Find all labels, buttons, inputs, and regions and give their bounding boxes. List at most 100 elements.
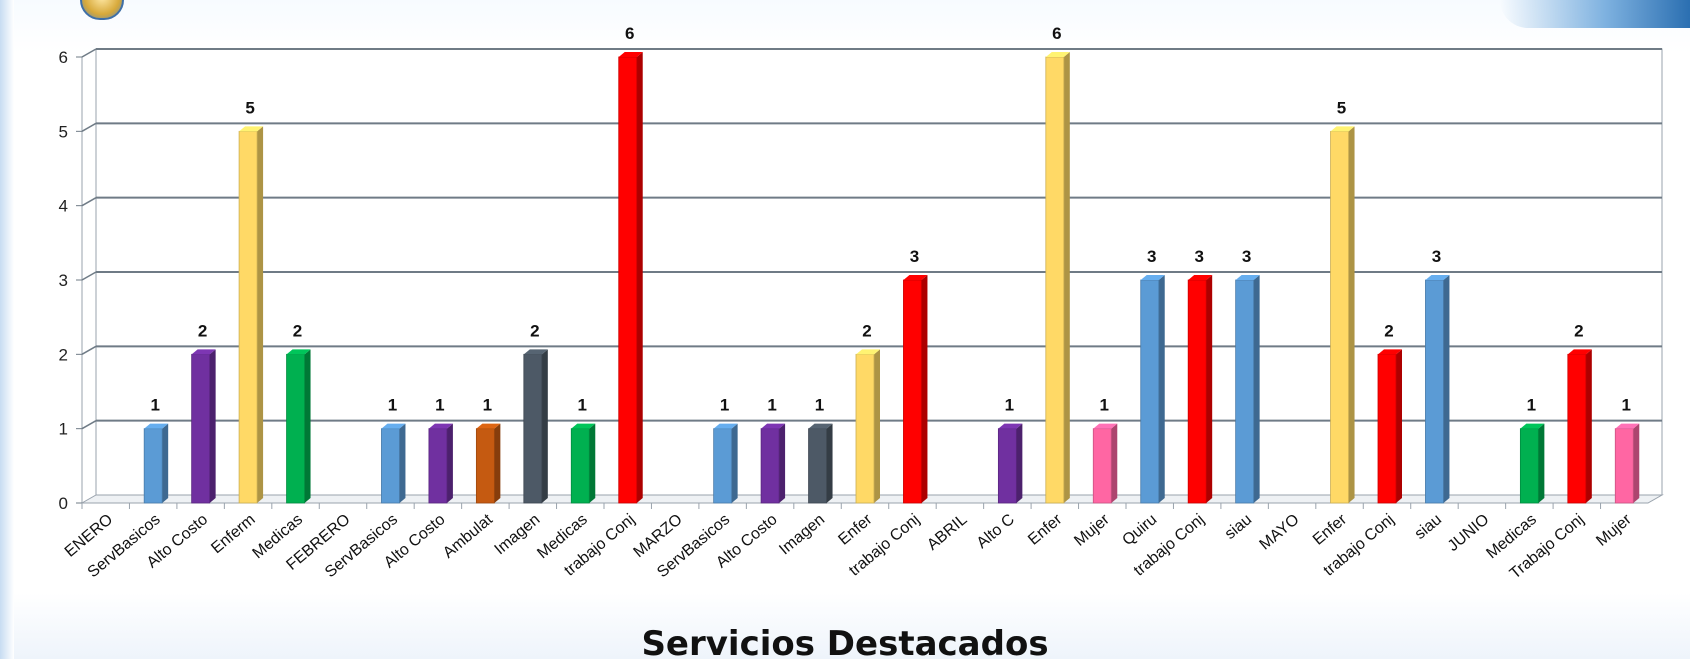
bar	[475, 428, 495, 504]
data-label: 5	[1337, 98, 1346, 117]
bar	[808, 428, 827, 504]
bar-side	[731, 423, 738, 503]
bar	[1614, 428, 1634, 504]
bar-side	[257, 126, 264, 503]
data-label: 1	[578, 396, 587, 415]
bar-top	[191, 349, 216, 355]
data-label: 1	[1527, 396, 1536, 415]
bar-top	[1425, 275, 1450, 280]
y-tick-label: 0	[59, 494, 68, 513]
data-label: 1	[1005, 396, 1014, 415]
bar-side	[1585, 349, 1592, 503]
bar-top	[1188, 275, 1213, 280]
x-tick-label: Mujer	[1593, 511, 1635, 550]
bar-side	[541, 349, 548, 503]
x-tick-label: Enfer	[1025, 511, 1066, 549]
bar-side	[399, 423, 406, 503]
bar-top	[713, 423, 738, 429]
bar-top	[761, 423, 786, 429]
bar-side	[1396, 349, 1402, 503]
x-tick-label: ABRIL	[924, 511, 970, 554]
data-label: 2	[293, 321, 302, 340]
bar	[570, 428, 590, 504]
bar-side	[874, 349, 880, 503]
data-label: 1	[150, 396, 159, 415]
x-tick-label: Mujer	[1071, 511, 1113, 550]
bar-top	[571, 423, 596, 429]
bar-side	[1016, 423, 1023, 503]
bar-side	[921, 275, 928, 503]
bar-side	[1538, 423, 1545, 503]
bar-side	[162, 423, 169, 503]
data-label: 1	[483, 396, 492, 415]
data-label: 3	[1147, 247, 1156, 266]
bar	[523, 353, 543, 504]
bar-side	[1111, 423, 1118, 503]
data-label: 1	[767, 396, 776, 415]
bar	[1425, 279, 1444, 504]
x-tick-label: Ambulat	[440, 511, 496, 562]
bar-top	[618, 52, 643, 57]
bar-top	[1235, 275, 1260, 280]
bar-side	[494, 423, 501, 503]
bar-side	[304, 349, 311, 503]
bar	[855, 353, 875, 504]
bar	[713, 428, 733, 504]
bar	[1330, 130, 1349, 504]
bar	[381, 428, 400, 504]
bar-top	[998, 423, 1023, 429]
bar-side	[1253, 275, 1260, 503]
bar	[428, 428, 448, 504]
data-label: 6	[625, 24, 634, 43]
bar-side	[779, 423, 786, 503]
bar	[997, 428, 1017, 504]
y-tick-label: 5	[59, 122, 68, 141]
gridline-depth	[81, 345, 97, 355]
x-tick-label: Alto C	[974, 511, 1018, 552]
y-tick-label: 4	[59, 197, 68, 216]
bar	[143, 428, 163, 504]
bar-side	[589, 423, 596, 503]
data-label: 1	[815, 396, 824, 415]
bar-top	[903, 275, 928, 280]
bar-top	[1378, 349, 1402, 355]
x-tick-label: Imagen	[776, 511, 828, 558]
bar	[618, 56, 638, 504]
data-label: 1	[388, 396, 397, 415]
slide-left-border	[0, 0, 14, 659]
bar-side	[826, 423, 833, 503]
bar-side	[1158, 275, 1165, 503]
y-tick-label: 3	[59, 271, 68, 290]
bar	[1092, 428, 1112, 504]
bar	[1140, 279, 1160, 504]
bar-top	[1520, 423, 1545, 429]
bar	[286, 353, 305, 504]
bar-top	[1045, 52, 1070, 57]
x-tick-label: siau	[1412, 511, 1445, 543]
bar-top	[1567, 349, 1592, 355]
bar-top	[144, 423, 169, 429]
bar	[760, 428, 780, 504]
bar-top	[1330, 126, 1355, 132]
data-label: 1	[435, 396, 444, 415]
x-tick-label: Enfer	[835, 511, 876, 549]
x-tick-label: MAYO	[1257, 511, 1303, 554]
data-label: 3	[1194, 247, 1203, 266]
bar-side	[1063, 52, 1070, 503]
bar	[1377, 353, 1397, 504]
bar-top	[381, 423, 406, 429]
bar-side	[1443, 275, 1450, 503]
data-label: 2	[198, 321, 207, 340]
data-label: 3	[1432, 247, 1441, 266]
bar	[191, 353, 211, 504]
gridline-depth	[81, 197, 97, 207]
gridline-depth	[81, 122, 97, 132]
y-tick-label: 6	[59, 48, 68, 67]
bar-side	[1633, 423, 1640, 503]
bar-side	[209, 349, 216, 503]
bar-top	[1615, 423, 1640, 429]
gridline-depth	[81, 271, 97, 281]
bar	[238, 130, 258, 504]
chart-title: Servicios Destacados	[641, 624, 1049, 664]
